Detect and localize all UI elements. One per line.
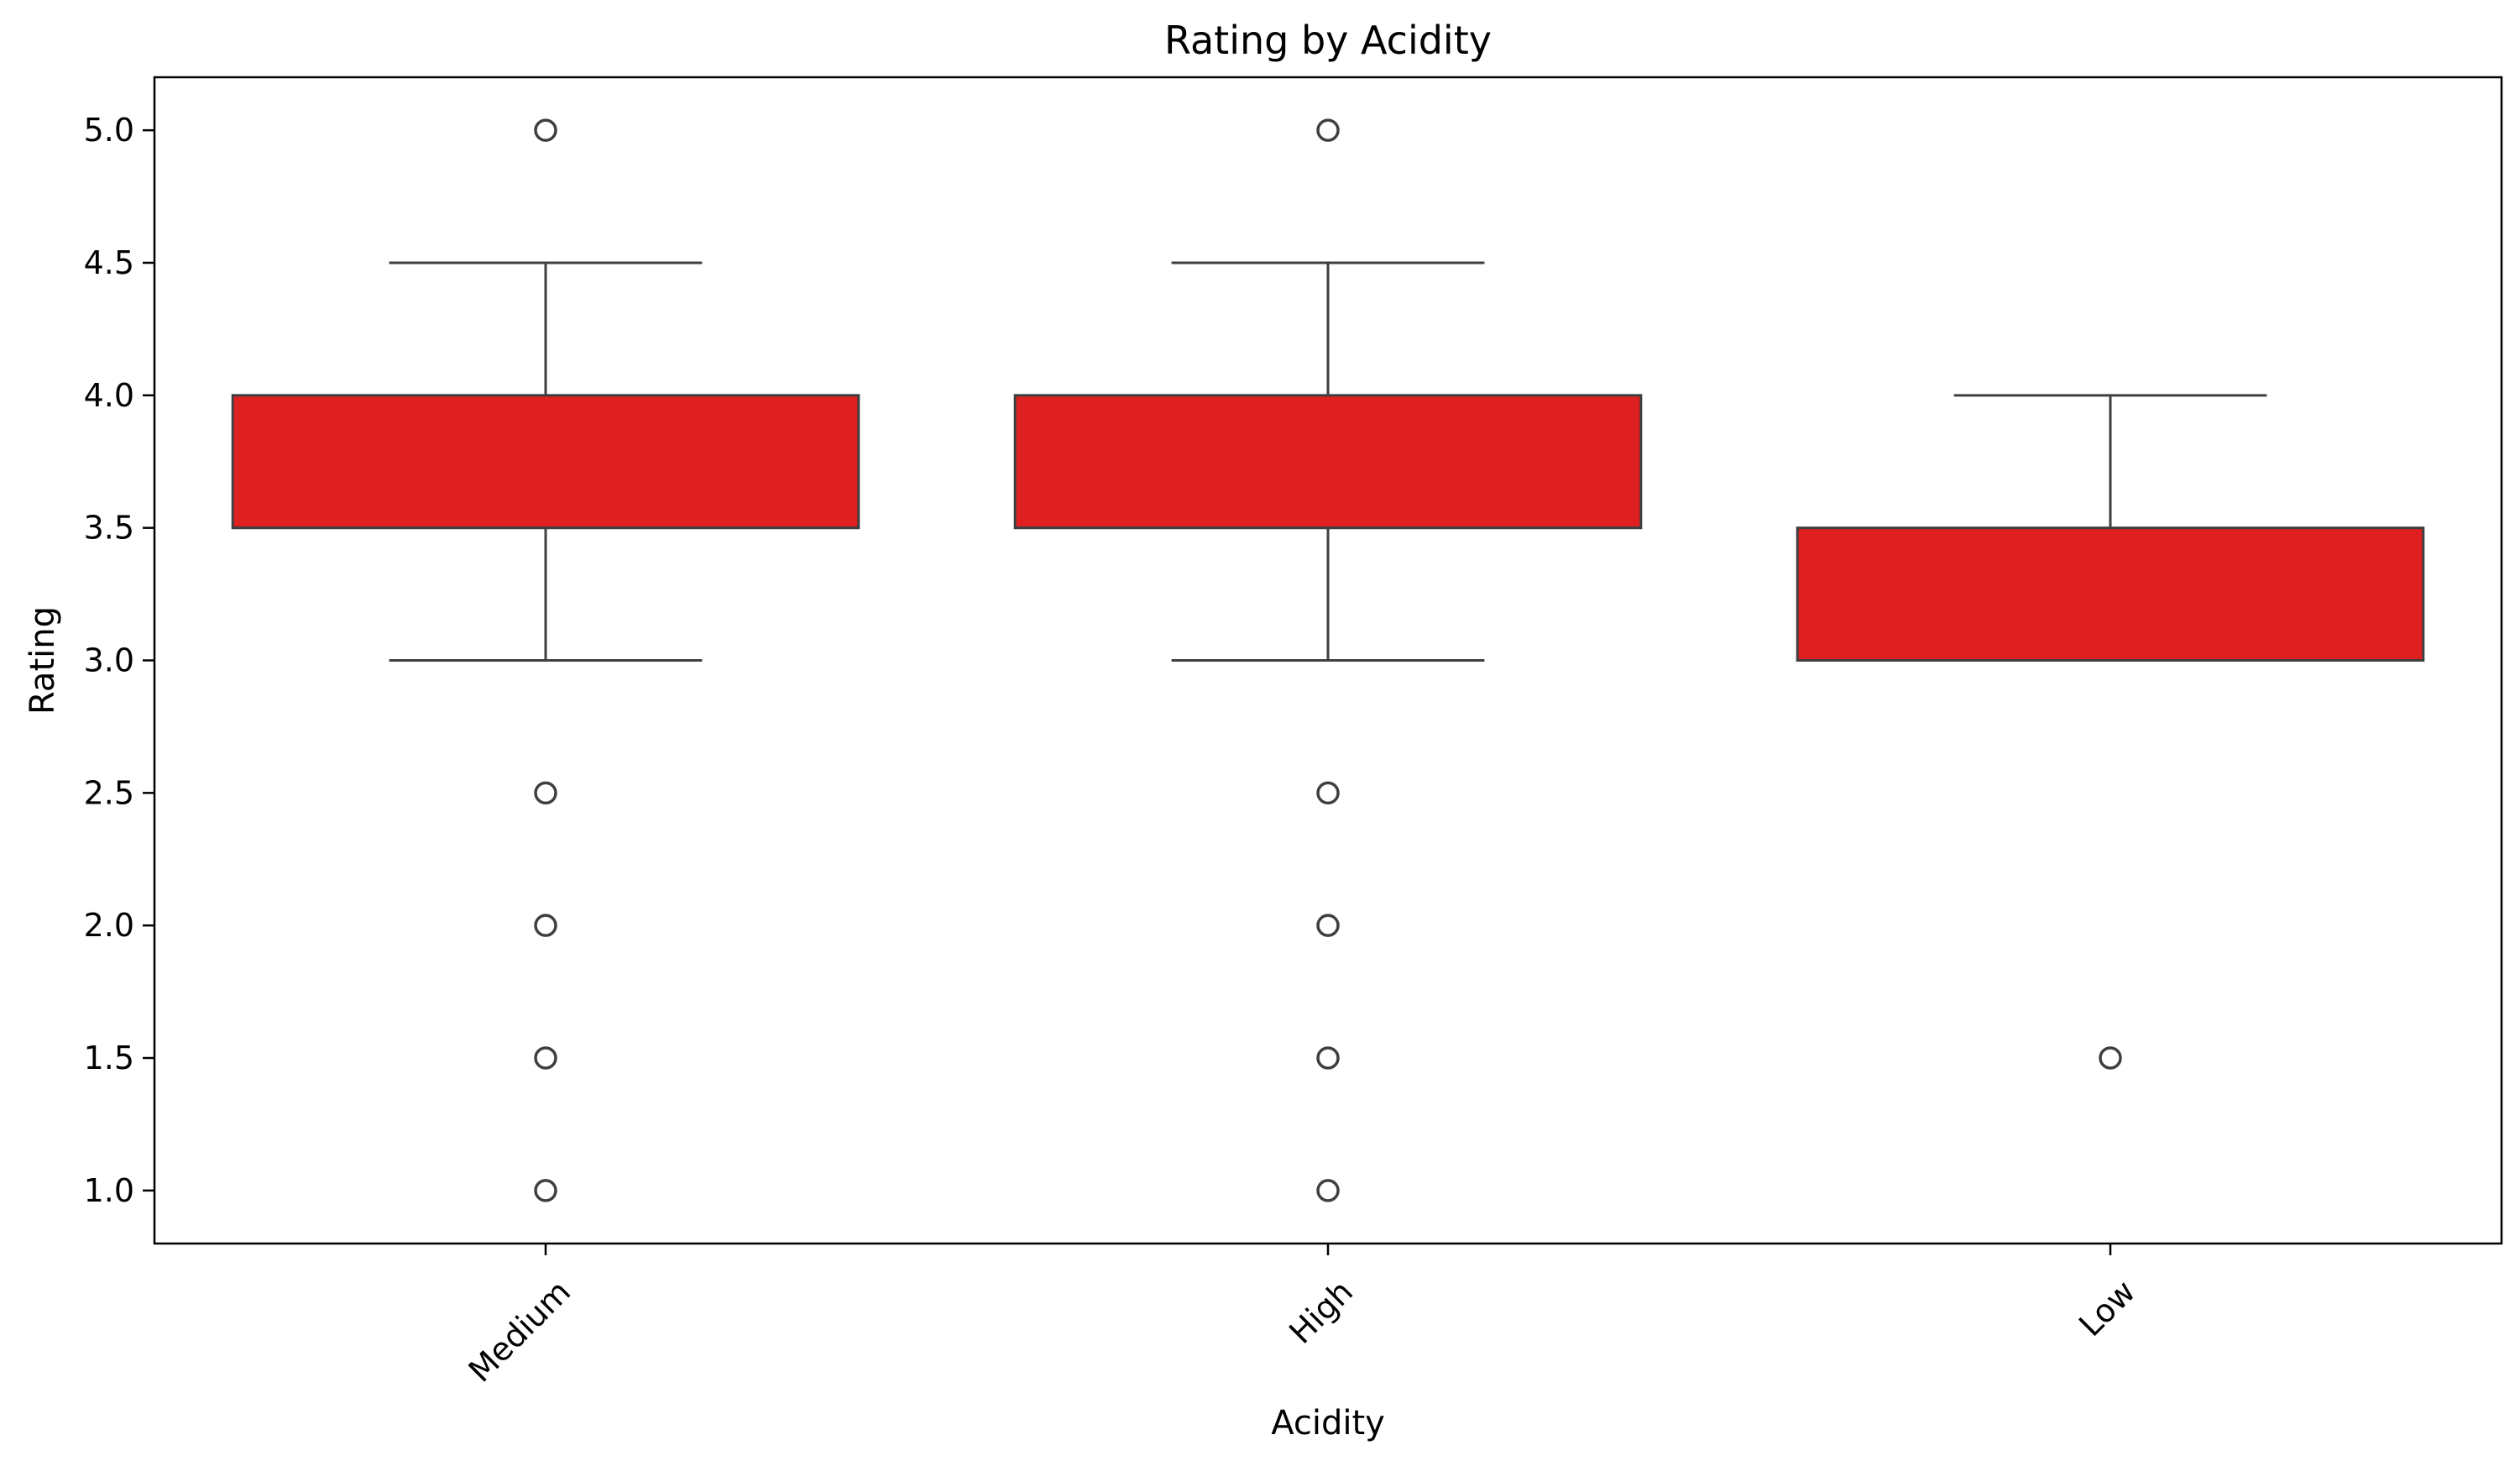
x-tick-label: High xyxy=(1282,1273,1360,1351)
outlier-point xyxy=(1316,781,1340,805)
box-iqr xyxy=(1796,526,2425,662)
outlier-point xyxy=(1316,118,1340,142)
y-tick-label: 1.0 xyxy=(84,1172,134,1209)
y-axis-ticks: 1.0 1.5 2.0 2.5 3.0 3.5 4.0 4.5 5.0 xyxy=(84,112,154,1209)
outlier-point xyxy=(534,118,557,142)
plot-frame xyxy=(153,76,2503,1245)
box-group xyxy=(1013,118,1643,1202)
outlier-point xyxy=(2099,1046,2122,1070)
boxes xyxy=(231,118,2425,1202)
outlier-point xyxy=(1316,1179,1340,1202)
chart-title: Rating by Acidity xyxy=(1164,18,1492,63)
y-tick-label: 2.0 xyxy=(84,907,134,944)
x-axis-label: Acidity xyxy=(1271,1404,1385,1443)
y-axis-label: Rating xyxy=(24,606,62,715)
outlier-point xyxy=(1316,1046,1340,1070)
box-group xyxy=(1796,394,2425,1070)
y-tick-label: 3.5 xyxy=(84,510,134,547)
outlier-point xyxy=(534,914,557,937)
box-group xyxy=(231,118,860,1202)
outlier-point xyxy=(1316,914,1340,937)
box-iqr xyxy=(231,394,860,530)
outlier-point xyxy=(534,1046,557,1070)
y-tick-label: 2.5 xyxy=(84,774,134,811)
y-tick-label: 1.5 xyxy=(84,1039,134,1076)
x-tick-label: Medium xyxy=(462,1273,578,1390)
box-iqr xyxy=(1013,394,1643,530)
y-tick-label: 4.5 xyxy=(84,244,134,281)
outlier-point xyxy=(534,781,557,805)
y-tick-label: 5.0 xyxy=(84,112,134,149)
y-tick-label: 3.0 xyxy=(84,642,134,679)
y-tick-label: 4.0 xyxy=(84,377,134,414)
x-tick-label: Low xyxy=(2072,1273,2142,1343)
outlier-point xyxy=(534,1179,557,1202)
x-axis-ticks: Medium High Low xyxy=(462,1244,2142,1390)
